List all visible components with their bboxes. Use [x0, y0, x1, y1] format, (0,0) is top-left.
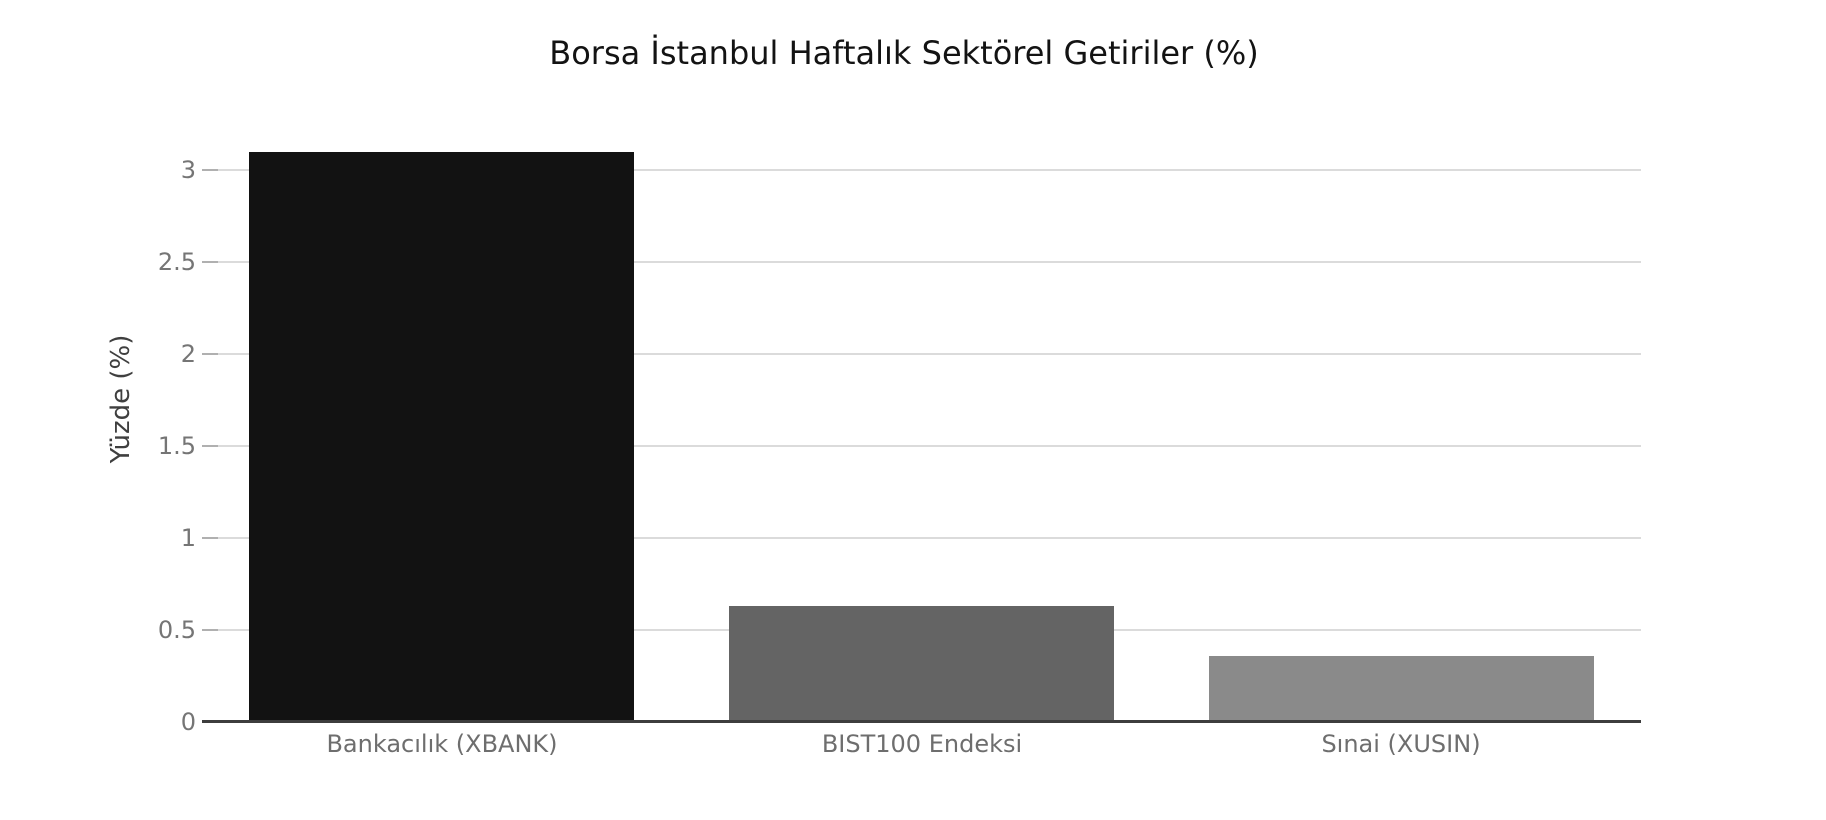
- y-tick-label: 1: [180, 524, 196, 552]
- gridline: [202, 445, 1641, 447]
- gridline: [202, 169, 1641, 171]
- x-tick-label-2: Sınai (XUSIN): [1321, 730, 1481, 758]
- gridline: [202, 261, 1641, 263]
- y-tick-label: 2.5: [157, 248, 196, 276]
- bar-1: [729, 606, 1114, 722]
- y-tick-label: 0.5: [157, 616, 196, 644]
- gridline: [202, 353, 1641, 355]
- y-tick-mark: [202, 445, 218, 447]
- y-tick-mark: [202, 353, 218, 355]
- y-tick-mark: [202, 261, 218, 263]
- y-tick-label: 3: [180, 156, 196, 184]
- y-tick-mark: [202, 629, 218, 631]
- y-tick-label: 1.5: [157, 432, 196, 460]
- y-tick-mark: [202, 537, 218, 539]
- x-axis-line: [202, 720, 1641, 723]
- x-tick-label-0: Bankacılık (XBANK): [326, 730, 558, 758]
- y-tick-label: 2: [180, 340, 196, 368]
- chart-title: Borsa İstanbul Haftalık Sektörel Getiril…: [549, 34, 1259, 72]
- gridline: [202, 537, 1641, 539]
- bar-2: [1209, 656, 1594, 722]
- y-tick-label: 0: [180, 708, 196, 736]
- y-tick-mark: [202, 169, 218, 171]
- bar-0: [249, 152, 634, 722]
- x-tick-label-1: BIST100 Endeksi: [821, 730, 1023, 758]
